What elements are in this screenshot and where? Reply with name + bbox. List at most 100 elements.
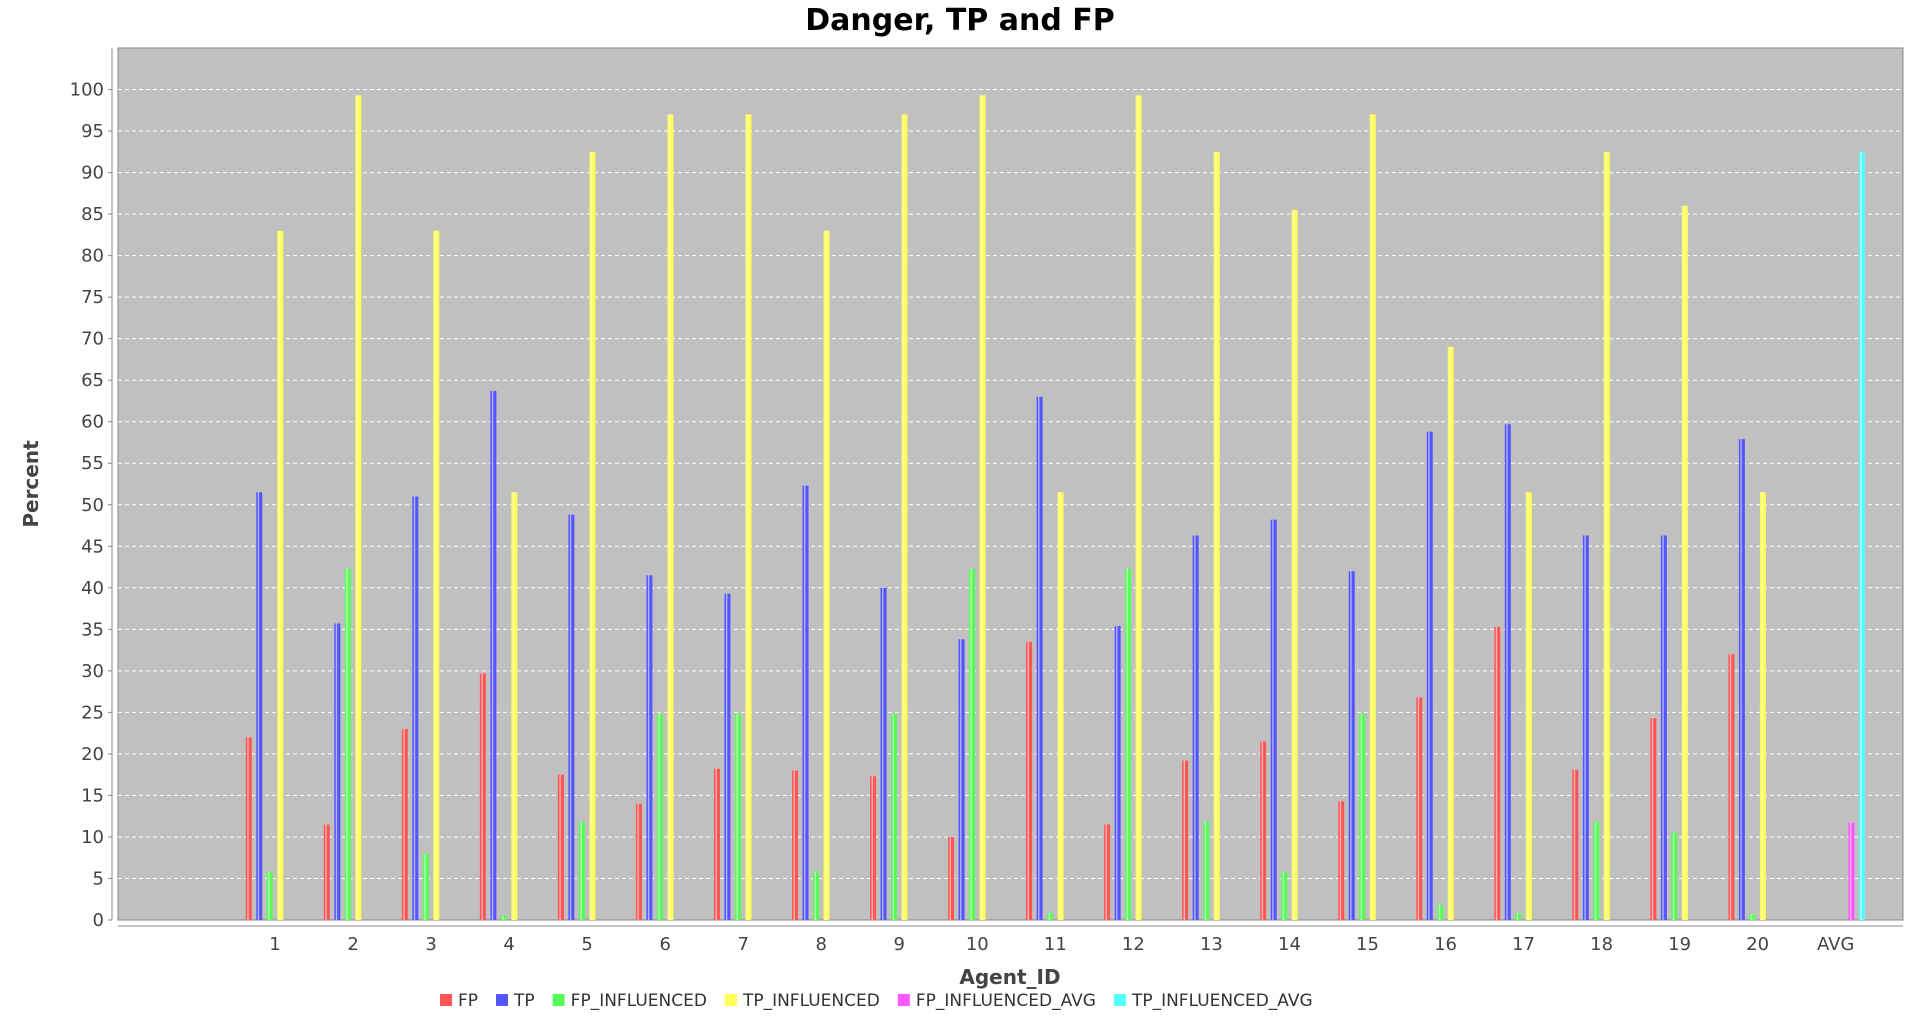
bar-highlight — [1729, 654, 1732, 920]
bar-fill — [1104, 824, 1111, 920]
bar-fp — [1494, 626, 1501, 920]
bar-fill — [745, 114, 752, 920]
legend-label: TP_INFLUENCED_AVG — [1131, 991, 1313, 1011]
bar-tp-influenced — [511, 492, 518, 920]
bar-tp-influenced — [355, 95, 362, 920]
bar-highlight — [882, 587, 884, 920]
bar-tp — [1036, 396, 1043, 920]
bar-fp-influenced — [1671, 832, 1678, 920]
bar-fill — [1681, 205, 1688, 921]
y-tick-label: 95 — [81, 121, 104, 142]
bar-fp — [557, 774, 564, 920]
bar-fp — [870, 776, 877, 920]
x-tick-label: 7 — [737, 934, 748, 955]
bar-fp — [1572, 769, 1579, 920]
bar-highlight — [1293, 209, 1295, 920]
bar-highlight — [257, 492, 260, 920]
legend-item: FP_INFLUENCED — [552, 991, 707, 1011]
bar-highlight — [502, 915, 504, 920]
bar-fill — [334, 623, 341, 920]
y-tick-label: 55 — [81, 453, 104, 474]
bar-highlight — [1495, 626, 1498, 920]
bar-fill — [891, 714, 898, 920]
bar-tp-influenced — [745, 114, 752, 920]
bar-fill — [355, 95, 362, 920]
y-tick-label: 65 — [81, 370, 104, 391]
bar-fill — [1572, 769, 1579, 920]
bar-tp-influenced — [667, 114, 674, 920]
bar-fill — [266, 871, 273, 920]
bar-highlight — [668, 114, 671, 920]
legend-label: FP_INFLUENCED — [571, 991, 707, 1011]
bar-fill — [1671, 832, 1678, 920]
bar-fp-influenced — [578, 822, 585, 920]
bar-highlight — [1194, 535, 1196, 920]
bar-highlight — [491, 390, 494, 920]
bar-fp-influenced — [891, 714, 898, 920]
bar-fp — [401, 728, 408, 920]
y-tick-label: 80 — [81, 246, 104, 267]
bar-fill — [1036, 396, 1043, 920]
bar-fill — [1515, 913, 1522, 920]
bar-highlight — [590, 151, 593, 921]
y-tick-label: 35 — [81, 619, 104, 640]
bar-highlight — [804, 485, 806, 920]
legend-swatch — [552, 994, 565, 1006]
bar-fp — [948, 836, 955, 920]
bar-highlight — [871, 776, 873, 920]
bar-tp-influenced — [1759, 492, 1766, 920]
y-tick-label: 45 — [81, 536, 104, 557]
x-tick-label: 1 — [269, 934, 280, 955]
bar-highlight — [1105, 824, 1108, 920]
y-tick-label: 50 — [81, 495, 104, 516]
legend-label: TP_INFLUENCED — [742, 991, 880, 1011]
bar-tp-influenced — [1369, 114, 1376, 920]
legend-item: TP_INFLUENCED_AVG — [1113, 991, 1313, 1011]
bar-highlight — [647, 575, 650, 920]
bar-fill — [1047, 913, 1054, 920]
bar-fill — [1603, 151, 1610, 921]
bar-fill — [1494, 626, 1501, 920]
bar-fill — [1504, 424, 1511, 920]
bar-fill — [479, 673, 486, 920]
bar-fill — [948, 836, 955, 920]
bar-highlight — [892, 714, 894, 920]
bar-fp-influenced — [1281, 871, 1288, 920]
y-tick-label: 85 — [81, 204, 104, 225]
bar-fill — [969, 568, 976, 920]
bar-fill — [1182, 760, 1189, 920]
bar-highlight — [559, 774, 561, 920]
legend-label: FP_INFLUENCED_AVG — [916, 991, 1096, 1011]
x-tick-label: 11 — [1044, 934, 1067, 955]
bar-highlight — [1137, 95, 1139, 920]
x-tick-label: 8 — [816, 934, 827, 955]
bar-fill — [802, 485, 809, 920]
bar-tp — [958, 639, 965, 920]
bar-fill — [823, 230, 830, 920]
bar-highlight — [1584, 535, 1586, 920]
y-tick-label: 5 — [93, 868, 104, 889]
bar-tp — [1582, 535, 1589, 920]
bar-highlight — [981, 95, 983, 920]
bar-tp — [412, 496, 419, 920]
legend-item: TP — [496, 991, 535, 1011]
bar-tp-influenced — [1447, 346, 1454, 920]
legend-item: FP — [440, 991, 478, 1011]
bar-highlight — [637, 803, 639, 920]
bar-tp — [1114, 626, 1121, 920]
bar-tp — [1504, 424, 1511, 920]
bar-fill — [1125, 568, 1132, 920]
bar-fill — [713, 768, 720, 920]
bar-fp-influenced — [1593, 822, 1600, 920]
bar-tp — [1270, 519, 1277, 920]
chart-title: Danger, TP and FP — [805, 3, 1114, 38]
bar-highlight — [278, 230, 281, 920]
bar-highlight — [356, 95, 359, 920]
bar-highlight — [1371, 114, 1373, 920]
bar-tp-influenced — [1213, 151, 1220, 921]
bar-fp — [713, 768, 720, 920]
bar-highlight — [825, 230, 827, 920]
bar-tp — [1660, 535, 1667, 920]
bar-highlight — [335, 623, 338, 920]
